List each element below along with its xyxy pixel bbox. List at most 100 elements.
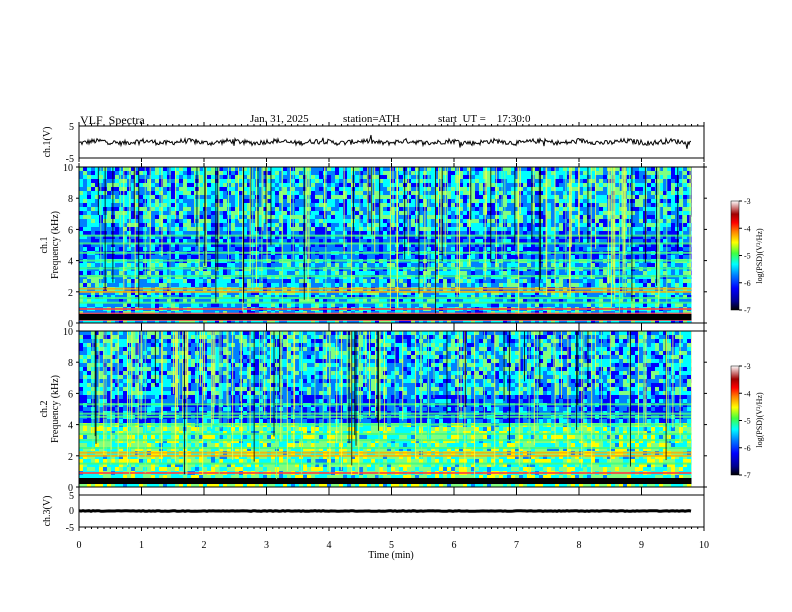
spectrogram-cell bbox=[451, 175, 455, 179]
spectrogram-cell bbox=[479, 199, 483, 203]
spectrogram-cell bbox=[283, 211, 287, 215]
spectrogram-cell bbox=[347, 247, 351, 251]
spectrogram-cell bbox=[475, 179, 479, 183]
spectrogram-cell bbox=[263, 179, 267, 183]
spectrogram-cell bbox=[303, 199, 307, 203]
spectrogram-cell bbox=[79, 187, 83, 191]
spectrogram-cell bbox=[479, 227, 483, 231]
spectrogram-cell bbox=[275, 171, 279, 175]
spectrogram-cell bbox=[595, 203, 599, 207]
spectrogram-cell bbox=[107, 223, 111, 227]
spectrogram-cell bbox=[303, 279, 307, 283]
spectrogram-cell bbox=[675, 255, 679, 259]
spectrogram-cell bbox=[327, 171, 331, 175]
spectrogram-cell bbox=[383, 271, 387, 275]
spectrogram-cell bbox=[335, 175, 339, 179]
spectrogram-cell bbox=[547, 227, 551, 231]
spectrogram-cell bbox=[115, 243, 119, 247]
spectrogram-cell bbox=[683, 215, 687, 219]
spectrogram-cell bbox=[211, 183, 215, 187]
spectrogram-cell bbox=[371, 179, 375, 183]
spectrogram-cell bbox=[511, 171, 515, 175]
spectrogram-cell bbox=[283, 223, 287, 227]
spectrogram-cell bbox=[419, 179, 423, 183]
spectrogram-cell bbox=[231, 223, 235, 227]
spectrogram-cell bbox=[571, 223, 575, 227]
spectrogram-cell bbox=[675, 175, 679, 179]
spectrogram-cell bbox=[239, 199, 243, 203]
spectrogram-cell bbox=[399, 219, 403, 223]
spectrogram-cell bbox=[327, 247, 331, 251]
spectrogram-cell bbox=[331, 231, 335, 235]
spectrogram-cell bbox=[167, 171, 171, 175]
spectrogram-cell bbox=[295, 263, 299, 267]
spectrogram-cell bbox=[335, 283, 339, 287]
spectrogram-cell bbox=[635, 243, 639, 247]
spectrogram-cell bbox=[263, 283, 267, 287]
spectrogram-cell bbox=[619, 195, 623, 199]
spectrogram-cell bbox=[263, 279, 267, 283]
spectrogram-cell bbox=[311, 243, 315, 247]
spectrogram-cell bbox=[363, 263, 367, 267]
spectrogram-cell bbox=[595, 235, 599, 239]
spectrogram-cell bbox=[383, 211, 387, 215]
spectrogram-cell bbox=[175, 255, 179, 259]
spectrogram-cell bbox=[399, 171, 403, 175]
spectrogram-cell bbox=[447, 199, 451, 203]
spectrogram-cell bbox=[123, 291, 127, 295]
spectrogram-cell bbox=[371, 207, 375, 211]
spectrogram-cell bbox=[207, 207, 211, 211]
spectrogram-cell bbox=[267, 183, 271, 187]
spectrogram-cell bbox=[531, 179, 535, 183]
spectrogram-cell bbox=[323, 223, 327, 227]
spectrogram-cell bbox=[195, 247, 199, 251]
spectrogram-cell bbox=[479, 219, 483, 223]
spectrogram-cell bbox=[263, 231, 267, 235]
spectrogram-cell bbox=[631, 175, 635, 179]
spectrogram-cell bbox=[687, 279, 691, 283]
spectrogram-cell bbox=[507, 263, 511, 267]
spectrogram-cell bbox=[387, 211, 391, 215]
spectrogram-cell bbox=[675, 167, 679, 171]
spectrogram-cell bbox=[399, 271, 403, 275]
spectrogram-cell bbox=[619, 283, 623, 287]
spectrogram-cell bbox=[523, 187, 527, 191]
spectrogram-cell bbox=[223, 255, 227, 259]
spectrogram-cell bbox=[163, 191, 167, 195]
spectrogram-cell bbox=[363, 247, 367, 251]
spectrogram-cell bbox=[651, 179, 655, 183]
spectrogram-cell bbox=[115, 167, 119, 171]
spectrogram-cell bbox=[131, 263, 135, 267]
spectrogram-cell bbox=[603, 195, 607, 199]
spectrogram-cell bbox=[191, 295, 195, 299]
spectrogram-cell bbox=[231, 247, 235, 251]
spectrogram-cell bbox=[599, 247, 603, 251]
spectrogram-cell bbox=[487, 215, 491, 219]
spectrogram-cell bbox=[583, 215, 587, 219]
spectrogram-cell bbox=[399, 255, 403, 259]
spectrogram-cell bbox=[499, 179, 503, 183]
spectrogram-cell bbox=[155, 215, 159, 219]
spectrogram-cell bbox=[559, 167, 563, 171]
spectrogram-cell bbox=[127, 179, 131, 183]
spectrogram-cell bbox=[155, 239, 159, 243]
spectrogram-cell bbox=[647, 167, 651, 171]
spectrogram-cell bbox=[343, 203, 347, 207]
spectrogram-cell bbox=[159, 291, 163, 295]
spectrogram-cell bbox=[179, 271, 183, 275]
spectrogram-cell bbox=[255, 235, 259, 239]
spectrogram-cell bbox=[611, 195, 615, 199]
spectrogram-cell bbox=[591, 195, 595, 199]
spectrogram-cell bbox=[83, 215, 87, 219]
spectrogram-cell bbox=[363, 279, 367, 283]
spectrogram-cell bbox=[591, 263, 595, 267]
spectrogram-cell bbox=[123, 247, 127, 251]
spectrogram-cell bbox=[87, 295, 91, 299]
spectrogram-cell bbox=[523, 263, 527, 267]
spectrogram-cell bbox=[191, 255, 195, 259]
spectrogram-cell bbox=[431, 231, 435, 235]
spectrogram-cell bbox=[491, 243, 495, 247]
spectrogram-cell bbox=[91, 263, 95, 267]
spectrogram-cell bbox=[359, 283, 363, 287]
spectrogram-cell bbox=[587, 207, 591, 211]
